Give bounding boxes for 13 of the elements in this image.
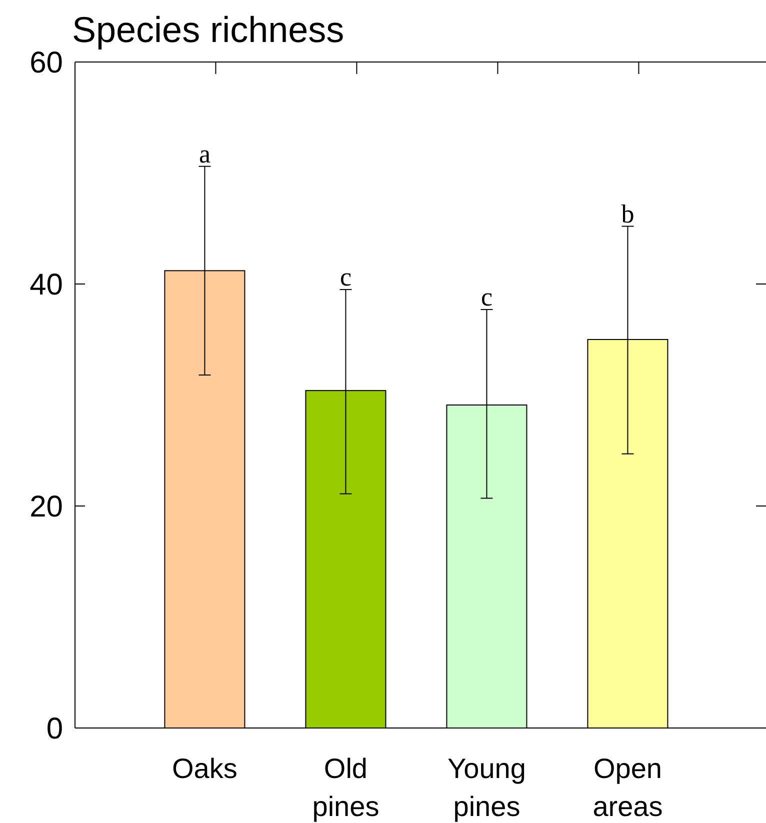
y-tick-label: 60 xyxy=(30,46,63,80)
x-tick-label: Open areas xyxy=(592,753,663,822)
y-tick-label: 20 xyxy=(30,490,63,524)
y-tick-label: 0 xyxy=(46,712,63,746)
y-tick-label: 40 xyxy=(30,268,63,302)
annotation: a xyxy=(198,139,211,168)
x-tick-label: Old pines xyxy=(312,753,380,822)
x-tick-label: Oaks xyxy=(172,753,238,784)
chart-title: Species richness xyxy=(72,9,344,50)
annotation: b xyxy=(621,199,634,228)
annotation: c xyxy=(340,262,352,292)
annotation: c xyxy=(480,282,492,312)
x-tick-label: Young pines xyxy=(448,753,526,822)
